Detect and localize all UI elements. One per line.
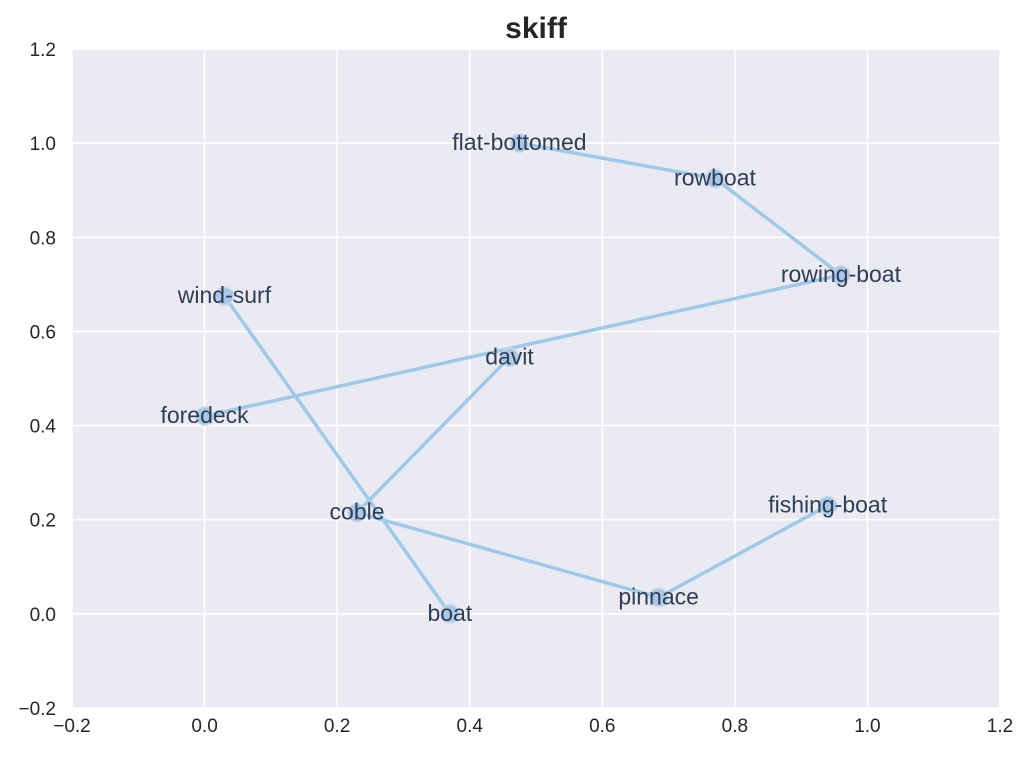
y-tick-label: 0.0	[30, 605, 56, 626]
point-marker	[347, 502, 367, 523]
point-label: foredeck	[160, 402, 249, 428]
y-tick-label: 0.4	[30, 417, 57, 438]
point-marker	[648, 587, 669, 608]
x-tick-label: 0.2	[324, 716, 350, 737]
plot-area	[72, 49, 1000, 708]
edge-line	[713, 176, 843, 277]
point-label: davit	[485, 343, 534, 369]
x-tick-label: 0.4	[457, 716, 484, 737]
point-marker	[440, 604, 460, 624]
point-label: boat	[427, 600, 472, 626]
x-tick-label: 1.2	[987, 716, 1013, 737]
point-label: pinnace	[618, 583, 699, 609]
point-label: rowing-boat	[781, 261, 902, 287]
point-marker	[509, 133, 530, 153]
point-label: flat-bottomed	[452, 129, 586, 155]
x-axis-ticks: −0.2 0.0 0.2 0.4 0.6 0.8 1.0 1.2	[53, 716, 1013, 737]
point-label: coble	[330, 499, 385, 525]
x-tick-label: −0.2	[53, 716, 91, 737]
y-tick-label: 1.0	[30, 134, 56, 155]
y-tick-label: 0.6	[30, 322, 56, 343]
edge-line	[656, 503, 830, 600]
x-tick-label: 0.8	[722, 716, 748, 737]
x-tick-label: 1.0	[854, 716, 880, 737]
point-label: rowboat	[674, 164, 756, 190]
point-markers	[194, 133, 851, 624]
edge-lines	[202, 141, 843, 616]
edge-line	[355, 355, 512, 515]
chart-title: skiff	[505, 12, 568, 45]
point-label: fishing-boat	[768, 492, 888, 518]
grid-lines	[71, 48, 1001, 709]
point-labels: flat-bottomed rowboat rowing-boat davit fore…	[160, 129, 901, 626]
y-tick-label: 1.2	[30, 40, 56, 61]
x-tick-label: 0.0	[191, 716, 217, 737]
point-marker	[831, 265, 851, 285]
y-tick-label: 0.8	[30, 228, 56, 249]
point-marker	[194, 406, 215, 426]
point-marker	[817, 495, 838, 516]
y-tick-label: −0.2	[18, 699, 56, 720]
point-label: wind-surf	[177, 282, 272, 308]
edge-line	[222, 294, 452, 616]
edge-line	[517, 141, 717, 181]
edge-line	[202, 273, 843, 418]
edge-line	[355, 510, 661, 600]
point-marker	[705, 168, 725, 189]
point-marker	[214, 286, 235, 306]
point-marker	[499, 347, 520, 368]
x-tick-label: 0.6	[589, 716, 615, 737]
y-tick-label: 0.2	[30, 511, 56, 532]
y-axis-ticks: −0.2 0.0 0.2 0.4 0.6 0.8 1.0 1.2	[18, 40, 56, 720]
